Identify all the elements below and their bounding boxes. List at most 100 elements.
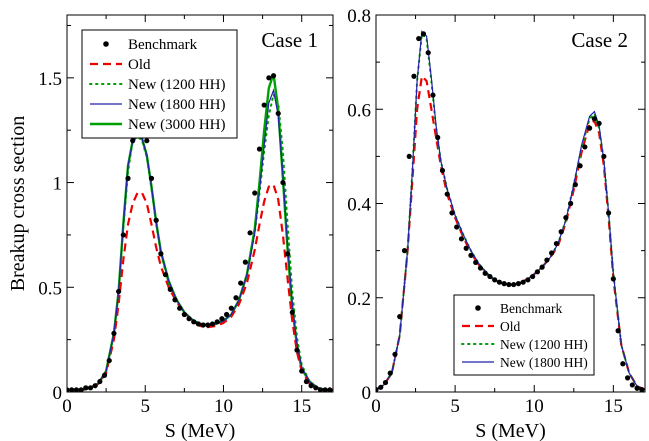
panel-case-2: 0 5 10 15 0 0.2 0.4 0.6 0.8 S (MeV) Case 2 Benchmar… [347, 6, 646, 441]
data-point [158, 251, 164, 257]
data-point [624, 375, 631, 381]
data-point [534, 269, 541, 275]
x-tick-label: 15 [292, 396, 311, 417]
data-point [97, 378, 103, 385]
data-point [382, 379, 389, 386]
data-point [568, 200, 574, 207]
data-point [148, 175, 155, 181]
y-tick-label: 0.2 [347, 289, 371, 310]
data-point [224, 311, 230, 318]
legend: Benchmark Old New (1200 HH) New (1800 HH) Ne… [81, 29, 238, 139]
legend: Benchmark Old New (1200 HH) New (1800 HH) [453, 294, 595, 376]
data-point [252, 190, 258, 196]
data-point [525, 277, 531, 283]
data-point [289, 309, 295, 316]
data-point [270, 73, 277, 79]
plot-area [376, 30, 645, 392]
legend-label: Benchmark [128, 37, 198, 53]
data-point [582, 144, 588, 150]
x-tick-label: 10 [525, 396, 544, 417]
x-tick-label: 10 [214, 396, 233, 417]
legend-label: Old [128, 57, 151, 73]
legend-marker [475, 305, 481, 311]
data-point [73, 387, 79, 392]
legend-label: New (1800 HH) [128, 97, 225, 113]
data-point [280, 179, 286, 186]
data-point [530, 273, 536, 280]
data-point [397, 314, 403, 320]
x-tick-label: 0 [371, 396, 381, 417]
data-point [256, 146, 263, 152]
data-point [275, 110, 281, 117]
data-point [473, 259, 479, 266]
y-tick-label: 0 [53, 383, 63, 404]
data-point [610, 276, 616, 282]
data-point [172, 297, 178, 303]
data-point [416, 35, 422, 42]
data-point [639, 387, 645, 392]
data-point [435, 134, 441, 141]
y-tick-label: 0.5 [38, 278, 62, 299]
y-tick-label: 0 [362, 383, 372, 404]
data-point [205, 322, 211, 328]
data-point [116, 288, 122, 295]
legend-marker [103, 41, 109, 47]
data-point [313, 385, 319, 391]
data-point [378, 384, 384, 390]
data-point [615, 328, 621, 334]
data-point [92, 383, 98, 389]
legend-label: Benchmark [500, 301, 562, 316]
data-point [577, 163, 583, 169]
series-line-new-1200-hh [67, 91, 333, 391]
y-axis-label: Breakup cross section [7, 116, 29, 292]
data-point [406, 153, 412, 159]
x-axis-label: S (MeV) [165, 420, 236, 441]
data-point [454, 224, 460, 230]
data-point [601, 153, 607, 159]
data-point [69, 387, 75, 392]
data-point [596, 120, 602, 126]
data-point [634, 385, 640, 391]
data-point [620, 361, 626, 367]
data-point [549, 250, 555, 256]
data-point [125, 175, 131, 181]
data-point [130, 138, 136, 144]
data-point [233, 295, 239, 301]
y-tick-label: 1 [53, 174, 63, 195]
data-point [425, 50, 431, 56]
data-point [430, 92, 436, 98]
data-point [468, 252, 474, 258]
data-point [219, 316, 225, 322]
data-point [285, 251, 291, 257]
data-point [144, 138, 150, 144]
data-point [515, 281, 522, 287]
data-point [477, 265, 484, 271]
data-point [458, 236, 465, 242]
data-point [186, 316, 192, 322]
data-point [200, 322, 206, 328]
data-point [506, 281, 512, 288]
data-point [238, 280, 244, 286]
data-point [520, 279, 526, 285]
data-point [167, 286, 173, 292]
data-point [496, 279, 503, 285]
data-point [420, 31, 427, 37]
data-point [111, 330, 117, 336]
data-point [177, 305, 183, 311]
data-point [392, 351, 398, 357]
panel-case-1: 0 5 10 15 0 0.5 1 1.5 S (MeV) Breakup cross secti… [7, 14, 334, 441]
data-point [444, 191, 450, 197]
data-point [303, 378, 309, 385]
legend-label: New (1200 HH) [500, 337, 588, 352]
data-point [511, 281, 517, 288]
y-tick-label: 0.4 [347, 195, 371, 216]
data-point [439, 167, 446, 174]
data-point [572, 182, 578, 188]
data-point [387, 370, 393, 376]
data-point [411, 73, 417, 79]
x-tick-label: 5 [450, 396, 460, 417]
x-axis-label: S (MeV) [475, 420, 546, 441]
panel-label: Case 2 [571, 28, 628, 52]
data-point [83, 385, 89, 391]
